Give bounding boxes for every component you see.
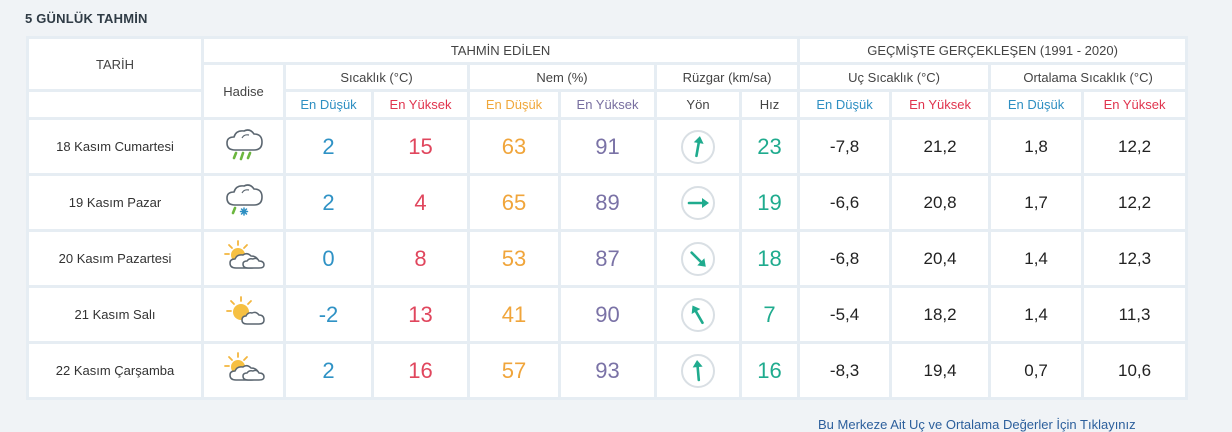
header-ext-max: En Yüksek (892, 92, 989, 117)
header-temp-max: En Yüksek (374, 92, 467, 117)
header-tarih: TARİH (29, 39, 201, 89)
temp-max: 13 (374, 288, 467, 341)
extreme-max: 20,4 (892, 232, 989, 285)
header-wind-speed: Hız (742, 92, 798, 117)
average-max: 12,2 (1084, 176, 1186, 229)
header-avg-max: En Yüksek (1084, 92, 1186, 117)
row-date: 22 Kasım Çarşamba (29, 344, 201, 397)
forecast-row: 22 Kasım Çarşamba 2 16 57 93 16 -8,3 19,4 0,7 10,… (29, 344, 1186, 397)
forecast-row: 21 Kasım Salı -2 13 41 90 7 -5,4 18,2 1,4 11,3 (29, 288, 1186, 341)
sun-cloud-icon (221, 294, 267, 335)
average-max: 12,2 (1084, 120, 1186, 173)
average-max: 12,3 (1084, 232, 1186, 285)
humidity-min: 57 (470, 344, 558, 397)
header-sicaklik: Sıcaklık (°C) (286, 65, 467, 89)
header-ort-sicaklik: Ortalama Sıcaklık (°C) (991, 65, 1186, 89)
header-uc-sicaklik: Uç Sıcaklık (°C) (800, 65, 989, 89)
temp-min: 2 (286, 120, 371, 173)
temp-min: 0 (286, 232, 371, 285)
humidity-max: 91 (561, 120, 654, 173)
wind-direction-cell (657, 176, 739, 229)
header-forecast: TAHMİN EDİLEN (204, 39, 798, 62)
average-min: 1,8 (991, 120, 1082, 173)
wind-direction-cell (657, 120, 739, 173)
forecast-row: 18 Kasım Cumartesi 2 15 63 91 23 -7,8 21,2 1,8 12… (29, 120, 1186, 173)
header-hum-max: En Yüksek (561, 92, 654, 117)
header-hadise: Hadise (204, 65, 283, 117)
wind-speed: 7 (742, 288, 798, 341)
extreme-max: 20,8 (892, 176, 989, 229)
average-min: 0,7 (991, 344, 1082, 397)
weather-cell (204, 288, 283, 341)
average-min: 1,4 (991, 232, 1082, 285)
forecast-table: TARİH TAHMİN EDİLEN GEÇMİŞTE GERÇEKLEŞEN… (26, 36, 1189, 400)
header-history: GEÇMİŞTE GERÇEKLEŞEN (1991 - 2020) (800, 39, 1186, 62)
wind-direction-icon (681, 241, 715, 276)
humidity-min: 65 (470, 176, 558, 229)
partly-cloudy-icon (221, 238, 267, 279)
row-date: 20 Kasım Pazartesi (29, 232, 201, 285)
wind-direction-cell (657, 232, 739, 285)
extreme-min: -7,8 (800, 120, 890, 173)
history-details-link[interactable]: Bu Merkeze Ait Uç ve Ortalama Değerler İ… (818, 417, 1136, 432)
row-date: 18 Kasım Cumartesi (29, 120, 201, 173)
wind-direction-cell (657, 344, 739, 397)
humidity-min: 41 (470, 288, 558, 341)
wind-speed: 19 (742, 176, 798, 229)
header-ext-min: En Düşük (800, 92, 890, 117)
humidity-min: 63 (470, 120, 558, 173)
humidity-min: 53 (470, 232, 558, 285)
wind-direction-icon (681, 297, 715, 332)
temp-min: 2 (286, 176, 371, 229)
header-avg-min: En Düşük (991, 92, 1082, 117)
temp-min: -2 (286, 288, 371, 341)
forecast-row: 20 Kasım Pazartesi 0 8 53 87 18 -6,8 20,4 1,4 12,… (29, 232, 1186, 285)
temp-max: 4 (374, 176, 467, 229)
average-min: 1,7 (991, 176, 1082, 229)
extreme-min: -8,3 (800, 344, 890, 397)
header-hum-min: En Düşük (470, 92, 558, 117)
forecast-row: 19 Kasım Pazar 2 4 65 89 19 -6,6 20,8 1,7 12,2 (29, 176, 1186, 229)
cloud-rain-icon (221, 126, 267, 167)
temp-max: 8 (374, 232, 467, 285)
extreme-max: 19,4 (892, 344, 989, 397)
wind-speed: 18 (742, 232, 798, 285)
header-ruzgar: Rüzgar (km/sa) (657, 65, 798, 89)
wind-speed: 23 (742, 120, 798, 173)
extreme-max: 21,2 (892, 120, 989, 173)
weather-cell (204, 344, 283, 397)
row-date: 19 Kasım Pazar (29, 176, 201, 229)
temp-max: 15 (374, 120, 467, 173)
average-max: 11,3 (1084, 288, 1186, 341)
partly-cloudy-icon (221, 350, 267, 391)
wind-direction-icon (681, 129, 715, 164)
humidity-max: 90 (561, 288, 654, 341)
weather-cell (204, 232, 283, 285)
average-max: 10,6 (1084, 344, 1186, 397)
extreme-min: -6,8 (800, 232, 890, 285)
weather-cell (204, 176, 283, 229)
average-min: 1,4 (991, 288, 1082, 341)
wind-direction-icon (681, 185, 715, 220)
header-wind-dir: Yön (657, 92, 739, 117)
header-tarih-spacer (29, 92, 201, 117)
humidity-max: 89 (561, 176, 654, 229)
weather-cell (204, 120, 283, 173)
header-temp-min: En Düşük (286, 92, 371, 117)
row-date: 21 Kasım Salı (29, 288, 201, 341)
extreme-min: -5,4 (800, 288, 890, 341)
humidity-max: 93 (561, 344, 654, 397)
wind-direction-icon (681, 353, 715, 388)
header-nem: Nem (%) (470, 65, 654, 89)
section-title: 5 GÜNLÜK TAHMİN (25, 11, 148, 26)
wind-direction-cell (657, 288, 739, 341)
wind-speed: 16 (742, 344, 798, 397)
extreme-min: -6,6 (800, 176, 890, 229)
humidity-max: 87 (561, 232, 654, 285)
temp-min: 2 (286, 344, 371, 397)
temp-max: 16 (374, 344, 467, 397)
extreme-max: 18,2 (892, 288, 989, 341)
cloud-sleet-icon (221, 182, 267, 223)
